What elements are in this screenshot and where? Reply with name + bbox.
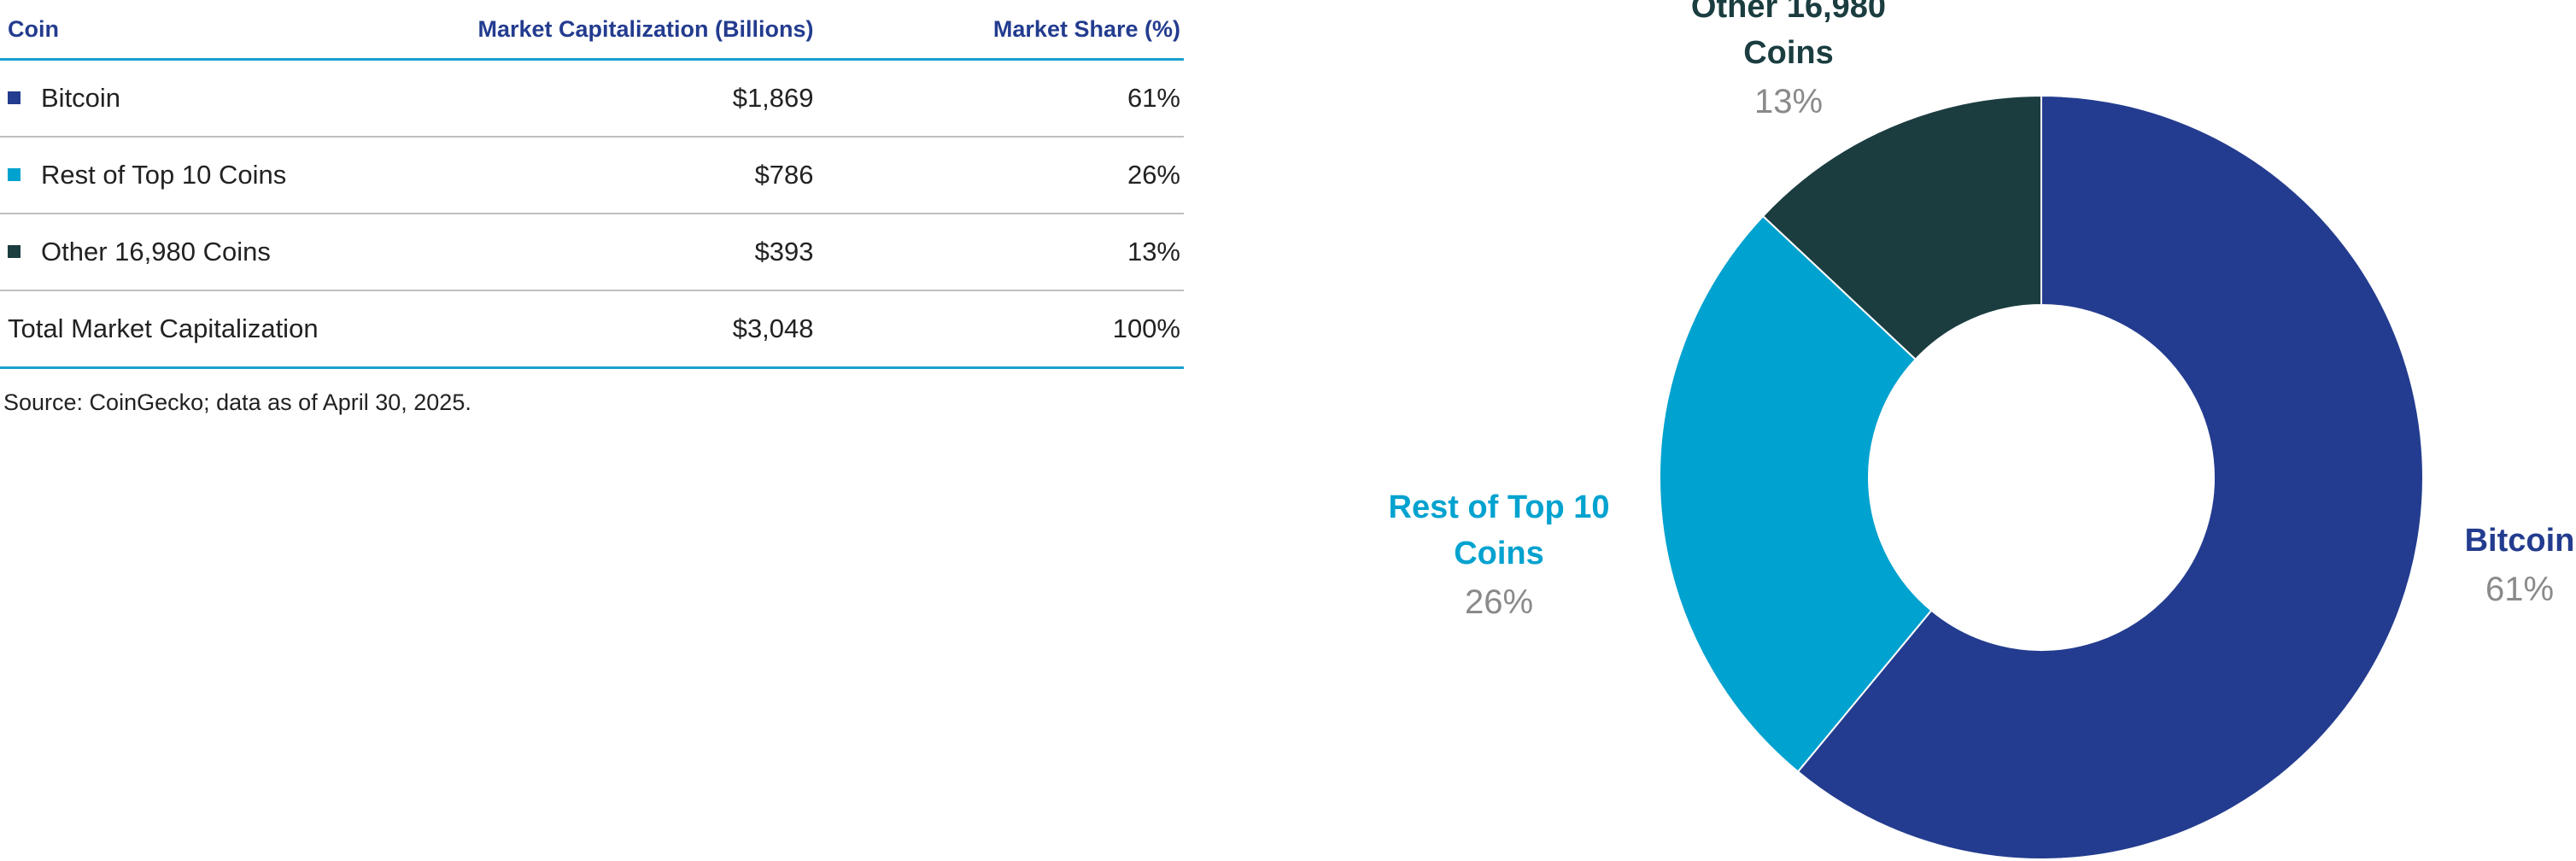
table-cell-market-share: 13% (817, 214, 1184, 291)
donut-slices (1659, 94, 2424, 860)
rest-top10-slice-label: Rest of Top 10 Coins 26% (1389, 489, 1610, 621)
other-coins-legend-swatch (8, 245, 20, 259)
rest-top10-label-name: Coins (1454, 536, 1544, 571)
rest-top10-label-percent: 26% (1465, 583, 1533, 621)
table-row: Rest of Top 10 Coins $786 26% (0, 137, 1184, 214)
column-header-market-cap: Market Capitalization (Billions) (360, 0, 817, 61)
donut-labels: Bitcoin 61% Rest of Top 10 Coins 26% Other 16… (1389, 0, 2575, 621)
table-header-row: Coin Market Capitalization (Billions) Ma… (0, 0, 1184, 61)
table-cell-coin: Bitcoin (0, 59, 360, 138)
coin-label: Rest of Top 10 Coins (41, 160, 287, 190)
column-header-coin: Coin (0, 0, 360, 61)
column-header-market-share: Market Share (%) (817, 0, 1184, 61)
bitcoin-label-percent: 61% (2485, 571, 2554, 608)
rest-top10-slice (1659, 214, 1933, 773)
total-market-share: 100% (817, 290, 1184, 369)
table-total-row: Total Market Capitalization $3,048 100% (0, 290, 1184, 369)
rest-top10-label-name: Rest of Top 10 (1389, 489, 1610, 525)
table-row: Other 16,980 Coins $393 13% (0, 214, 1184, 291)
table-cell-coin: Rest of Top 10 Coins (0, 137, 360, 214)
bitcoin-slice (1796, 94, 2424, 860)
coin-label: Bitcoin (41, 83, 121, 113)
bitcoin-slice-label: Bitcoin 61% (2465, 523, 2575, 608)
bitcoin-legend-swatch (8, 91, 20, 105)
other-coins-label-name: Coins (1743, 35, 1834, 71)
market-cap-table: Coin Market Capitalization (Billions) Ma… (0, 0, 1184, 369)
total-market-cap: $3,048 (360, 290, 817, 369)
rest-top10-legend-swatch (8, 168, 20, 182)
table-cell-market-share: 26% (817, 137, 1184, 214)
table-cell-market-cap: $786 (360, 137, 817, 214)
other-coins-label-percent: 13% (1754, 83, 1823, 120)
table-cell-market-cap: $393 (360, 214, 817, 291)
other-coins-slice (1761, 94, 2042, 361)
source-note: Source: CoinGecko; data as of April 30, … (3, 390, 471, 415)
coin-label: Other 16,980 Coins (41, 237, 271, 266)
bitcoin-label-name: Bitcoin (2465, 523, 2575, 559)
total-label: Total Market Capitalization (0, 290, 360, 369)
table-cell-coin: Other 16,980 Coins (0, 214, 360, 291)
market-cap-table-wrapper: Coin Market Capitalization (Billions) Ma… (0, 0, 1184, 369)
other-coins-slice-label: Other 16,980 Coins 13% (1691, 0, 1886, 120)
table-row: Bitcoin $1,869 61% (0, 59, 1184, 138)
table-cell-market-share: 61% (817, 59, 1184, 138)
table-cell-market-cap: $1,869 (360, 59, 817, 138)
other-coins-label-name: Other 16,980 (1691, 0, 1886, 25)
